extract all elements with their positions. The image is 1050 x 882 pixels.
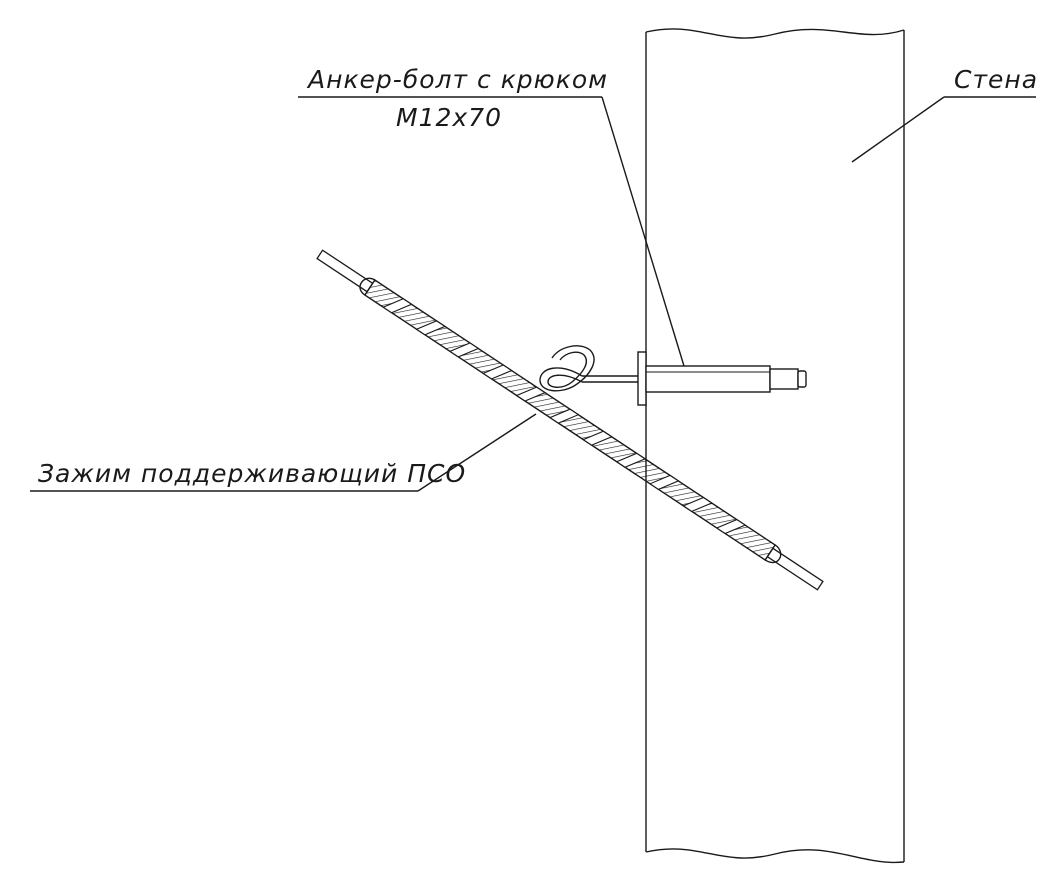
bolt-expander	[769, 368, 799, 390]
bolt-washer	[637, 351, 647, 406]
clamp-body	[363, 279, 777, 561]
leader-wall	[851, 96, 1036, 163]
wall-bottom-break	[645, 848, 905, 864]
leader-wall-pointer	[851, 96, 945, 163]
hook-shank	[582, 375, 638, 383]
clamp-label: Зажим поддерживающий ПСО	[38, 459, 466, 488]
leader-clamp	[30, 413, 537, 492]
bolt-sleeve	[645, 365, 771, 393]
hook-ring-outer	[539, 345, 595, 392]
leader-clamp-pointer	[417, 413, 537, 492]
clamp-right-taper	[764, 544, 782, 564]
leader-anchor-bolt	[298, 96, 685, 367]
cable-right-end	[766, 547, 824, 591]
hook-ring-inner	[547, 351, 588, 388]
anchor-bolt-label: Анкер-болт с крюком	[306, 65, 608, 94]
bolt-tip	[797, 370, 807, 388]
anchor-bolt	[539, 345, 807, 406]
wall	[645, 28, 905, 864]
leader-anchor-pointer	[601, 96, 685, 367]
cable-left-end	[316, 249, 374, 293]
wall-label: Стена	[954, 65, 1038, 94]
wall-top-break	[645, 28, 905, 39]
support-clamp	[359, 277, 782, 564]
anchor-size-label: M12x70	[396, 103, 502, 132]
clamp-left-taper	[359, 277, 376, 296]
clamp-helix-bands	[382, 298, 747, 535]
